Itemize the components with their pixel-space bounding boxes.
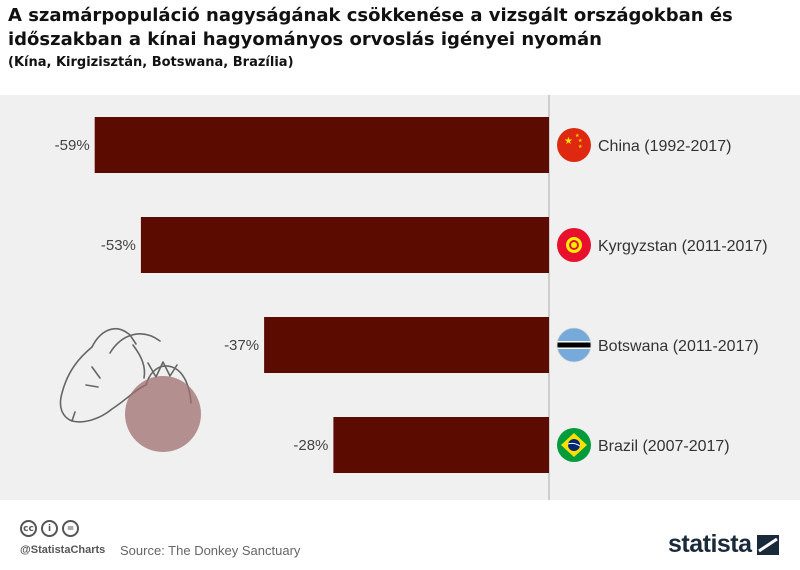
license-icons: cc i = <box>20 520 79 537</box>
svg-text:★: ★ <box>578 144 583 150</box>
svg-text:★: ★ <box>575 133 580 139</box>
bar-2 <box>140 217 549 273</box>
category-label-1: China (1992-2017) <box>598 138 731 155</box>
source-text: Source: The Donkey Sanctuary <box>120 543 301 558</box>
decorative-circle <box>125 376 201 452</box>
nd-icon[interactable]: = <box>62 520 79 537</box>
cc-icon[interactable]: cc <box>20 520 37 537</box>
bar-chart: ★ ★ ★ ★ <box>55 95 768 500</box>
category-label-3: Botswana (2011-2017) <box>598 338 759 355</box>
bar-1 <box>94 117 549 173</box>
donkey-illustration-icon <box>59 328 192 423</box>
kyrgyzstan-flag-icon <box>557 228 591 262</box>
bar-4 <box>333 417 549 473</box>
footer: cc i = @StatistaCharts Source: The Donke… <box>0 500 800 570</box>
statista-logo-text[interactable]: statista <box>668 530 752 558</box>
chart-title: A szamárpopuláció nagyságának csökkenése… <box>8 5 733 50</box>
botswana-flag-icon <box>556 327 592 363</box>
svg-text:★: ★ <box>578 138 583 144</box>
chart-area: ★ ★ ★ ★ <box>0 95 800 500</box>
by-icon[interactable]: i <box>41 520 58 537</box>
category-label-4: Brazil (2007-2017) <box>598 438 730 455</box>
value-label-4: -28% <box>293 437 328 454</box>
category-label-2: Kyrgyzstan (2011-2017) <box>598 238 768 255</box>
svg-text:★: ★ <box>564 136 573 147</box>
value-label-1: -59% <box>55 137 90 154</box>
statista-charts-handle[interactable]: @StatistaCharts <box>20 544 106 556</box>
value-label-3: -37% <box>224 337 259 354</box>
chart-subtitle: (Kína, Kirgizisztán, Botswana, Brazília) <box>8 55 294 70</box>
title-block: A szamárpopuláció nagyságának csökkenése… <box>8 4 798 70</box>
bar-3 <box>264 317 549 373</box>
value-label-2: -53% <box>101 237 136 254</box>
statista-logo-icon[interactable] <box>757 535 779 555</box>
brazil-flag-icon <box>557 428 591 462</box>
china-flag-icon: ★ ★ ★ ★ <box>557 128 591 162</box>
